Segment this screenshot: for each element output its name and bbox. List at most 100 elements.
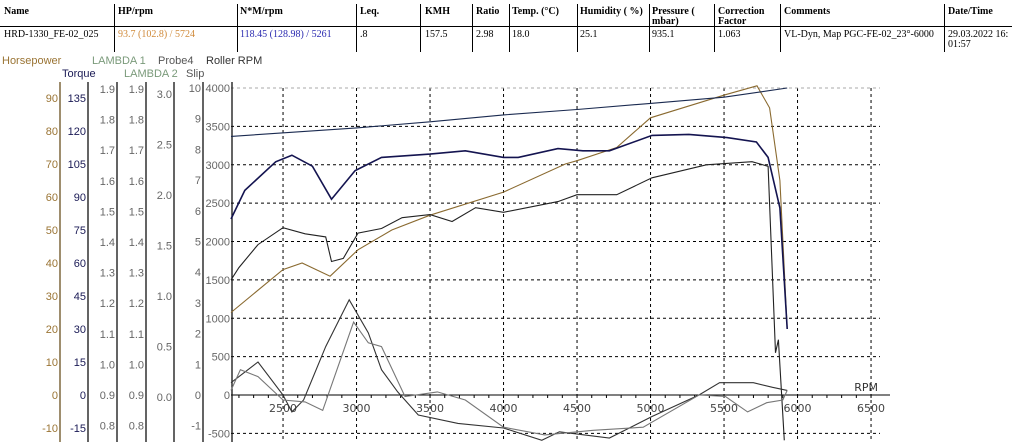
column-header: KMH [425, 6, 450, 17]
column-separator [472, 4, 473, 52]
y-tick-label: 120 [68, 126, 86, 138]
x-tick-label: 4500 [563, 402, 591, 415]
y-tick-label: 5 [195, 237, 201, 249]
y-tick-label: 0 [80, 390, 86, 402]
x-tick-label: 6000 [784, 402, 812, 415]
y-tick-label: 30 [46, 291, 58, 303]
y-tick-label: 10 [189, 83, 201, 95]
y-tick-label: 40 [46, 258, 58, 270]
column-separator [944, 4, 945, 52]
y-tick-label: 1.2 [129, 298, 144, 310]
y-tick-label: 75 [74, 225, 86, 237]
series-line-trace-4 [230, 298, 788, 441]
y-tick-label: 10 [46, 357, 58, 369]
y-tick-label: 4 [195, 267, 201, 279]
column-header: N*M/rpm [240, 6, 283, 17]
y-tick-label: 0.9 [100, 390, 115, 402]
column-header: Name [4, 6, 29, 17]
y-axis-title: Torque [62, 68, 96, 80]
column-header: Ratio [476, 6, 500, 17]
y-tick-label: 1 [195, 359, 201, 371]
y-tick-label: 90 [74, 192, 86, 204]
x-tick-label: 6500 [857, 402, 885, 415]
y-tick-label: 0.9 [129, 390, 144, 402]
y-tick-label: 0.8 [129, 421, 144, 433]
y-tick-label: 1.7 [100, 145, 115, 157]
y-tick-label: 1.0 [157, 291, 172, 303]
y-tick-label: 3 [195, 298, 201, 310]
y-tick-label: 1.7 [129, 145, 144, 157]
y-tick-label: 2.5 [157, 140, 172, 152]
y-tick-label: 20 [46, 324, 58, 336]
y-tick-label: -500 [208, 428, 230, 440]
y-tick-label: 0 [195, 390, 201, 402]
y-tick-label: 6 [195, 206, 201, 218]
y-tick-label: 1.9 [100, 84, 115, 96]
column-header: Correction Factor [718, 6, 765, 27]
y-axis-title: LAMBDA 2 [124, 68, 178, 80]
y-tick-label: 8 [195, 144, 201, 156]
y-axis-title: Horsepower [2, 55, 62, 67]
y-axis-title: LAMBDA 1 [92, 55, 146, 67]
y-tick-label: 1000 [206, 313, 230, 325]
y-tick-label: 80 [46, 126, 58, 138]
y-tick-label: 0 [224, 390, 230, 402]
y-tick-label: 1.8 [100, 115, 115, 127]
table-divider [0, 26, 1012, 27]
y-tick-label: 1.6 [100, 176, 115, 188]
column-separator [714, 4, 715, 52]
y-tick-label: 1.5 [129, 206, 144, 218]
column-header: Pressure ( mbar) [652, 6, 695, 27]
y-tick-label: -1 [191, 421, 201, 433]
y-tick-label: 3000 [206, 160, 230, 172]
y-tick-label: 1.2 [100, 298, 115, 310]
y-tick-label: 60 [46, 192, 58, 204]
y-tick-label: 2500 [206, 198, 230, 210]
y-tick-label: 1.6 [129, 176, 144, 188]
column-separator [649, 4, 650, 52]
y-tick-label: 60 [74, 258, 86, 270]
y-tick-label: 1.4 [129, 237, 144, 249]
y-tick-label: 1.3 [129, 268, 144, 280]
column-header: Temp. (°C) [512, 6, 559, 17]
x-tick-label: 3000 [343, 402, 371, 415]
table-cell: 25.1 [580, 29, 598, 40]
series-line-torque [230, 133, 788, 330]
y-tick-label: 50 [46, 225, 58, 237]
y-tick-label: 1.8 [129, 115, 144, 127]
y-tick-label: 0 [52, 390, 58, 402]
y-tick-label: 1.1 [129, 329, 144, 341]
y-tick-label: 1.4 [100, 237, 115, 249]
series-line-trace-3 [230, 161, 785, 441]
y-tick-label: 3500 [206, 121, 230, 133]
series-line-trace-2 [230, 87, 788, 137]
y-tick-label: -15 [70, 423, 86, 435]
y-tick-label: 30 [74, 324, 86, 336]
y-tick-label: 1.9 [129, 84, 144, 96]
column-separator [356, 4, 357, 52]
x-tick-label: 3500 [416, 402, 444, 415]
table-cell: 18.0 [512, 29, 530, 40]
series-line-horsepower [230, 85, 788, 330]
column-header: Humidity ( %) [580, 6, 643, 17]
table-cell: 935.1 [652, 29, 675, 40]
y-tick-label: 15 [74, 357, 86, 369]
y-tick-label: 4000 [206, 83, 230, 95]
column-separator [577, 4, 578, 52]
y-tick-label: 2.0 [157, 190, 172, 202]
column-separator [114, 4, 115, 52]
column-separator [420, 4, 421, 52]
column-separator [237, 4, 238, 52]
table-cell: 29.03.2022 16:01:57 [948, 29, 1009, 50]
series-line-trace-5 [230, 320, 788, 436]
y-tick-label: 1.1 [100, 329, 115, 341]
y-tick-label: 135 [68, 93, 86, 105]
x-axis-label: RPM [854, 381, 878, 394]
y-axis-title: Roller RPM [206, 55, 262, 67]
y-tick-label: -10 [42, 423, 58, 435]
y-tick-label: 105 [68, 159, 86, 171]
y-tick-label: 0.5 [157, 342, 172, 354]
y-tick-label: 90 [46, 93, 58, 105]
column-header: HP/rpm [118, 6, 153, 17]
